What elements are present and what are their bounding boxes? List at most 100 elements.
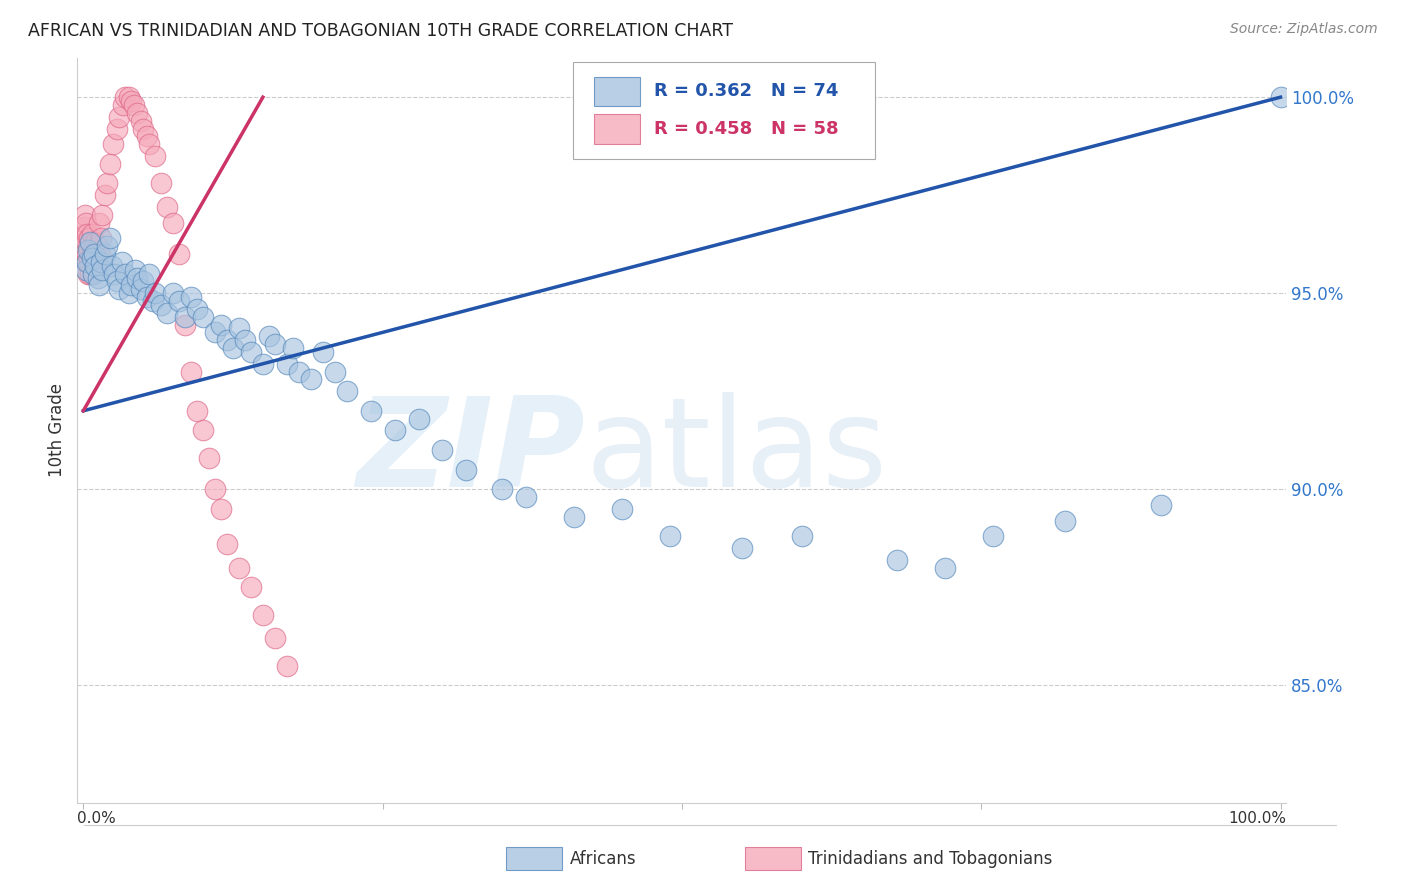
Point — [180, 290, 202, 304]
Point — [111, 255, 134, 269]
Point — [186, 301, 208, 316]
Point — [79, 255, 101, 269]
Point — [263, 337, 285, 351]
Point — [228, 321, 250, 335]
Point — [312, 345, 335, 359]
Point — [323, 365, 346, 379]
Point — [122, 98, 145, 112]
Point — [263, 631, 285, 645]
Point — [98, 157, 121, 171]
Point — [252, 607, 274, 622]
Point — [75, 235, 97, 250]
Point — [118, 90, 141, 104]
Point — [90, 231, 112, 245]
Point — [1053, 514, 1076, 528]
Bar — [593, 114, 640, 144]
Point — [174, 310, 197, 324]
Point — [132, 121, 155, 136]
Point — [215, 333, 238, 347]
Point — [98, 231, 121, 245]
Point — [83, 255, 105, 269]
Point — [127, 106, 149, 120]
Point — [276, 357, 298, 371]
Point — [79, 231, 101, 245]
Point — [233, 333, 256, 347]
Point — [101, 259, 124, 273]
Point — [239, 345, 262, 359]
Point — [79, 235, 101, 250]
FancyBboxPatch shape — [574, 62, 876, 159]
Point — [162, 216, 184, 230]
Point — [252, 357, 274, 371]
Point — [360, 404, 382, 418]
Point — [198, 450, 221, 465]
Point — [89, 247, 111, 261]
Point — [114, 90, 136, 104]
Point — [281, 341, 304, 355]
Point — [86, 239, 108, 253]
Point — [156, 306, 179, 320]
Text: R = 0.458   N = 58: R = 0.458 N = 58 — [654, 120, 839, 137]
Y-axis label: 10th Grade: 10th Grade — [48, 384, 66, 477]
Point — [114, 267, 136, 281]
Point — [162, 286, 184, 301]
Point — [204, 326, 226, 340]
Point — [91, 208, 114, 222]
Point — [135, 129, 157, 144]
Point — [118, 286, 141, 301]
Point — [96, 239, 118, 253]
Point — [456, 462, 478, 476]
Point — [76, 227, 98, 242]
Point — [76, 247, 98, 261]
Bar — [593, 77, 640, 106]
Point — [191, 310, 214, 324]
Point — [228, 560, 250, 574]
Point — [76, 255, 98, 269]
Point — [610, 501, 633, 516]
Point — [124, 262, 146, 277]
Point — [143, 286, 166, 301]
Point — [515, 490, 537, 504]
Point — [80, 247, 103, 261]
Point — [731, 541, 754, 555]
Point — [143, 149, 166, 163]
Point — [408, 411, 430, 425]
Point — [103, 137, 125, 152]
Point — [108, 282, 131, 296]
Point — [209, 501, 232, 516]
Point — [75, 216, 97, 230]
Point — [186, 404, 208, 418]
Point — [82, 267, 104, 281]
Text: Africans: Africans — [569, 849, 636, 868]
Point — [87, 278, 110, 293]
Point — [86, 270, 108, 285]
Point — [87, 216, 110, 230]
Point — [82, 267, 104, 281]
Point — [94, 247, 117, 261]
Point — [790, 529, 813, 543]
Point — [84, 259, 107, 273]
Point — [138, 267, 160, 281]
Point — [658, 529, 681, 543]
Point — [167, 247, 190, 261]
Point — [138, 137, 160, 152]
Point — [108, 110, 131, 124]
Point — [981, 529, 1004, 543]
Point — [94, 188, 117, 202]
Point — [384, 423, 406, 437]
Point — [191, 423, 214, 437]
Point — [120, 278, 142, 293]
Point — [127, 270, 149, 285]
Point — [105, 275, 128, 289]
Point — [934, 560, 956, 574]
Point — [132, 275, 155, 289]
Text: R = 0.362   N = 74: R = 0.362 N = 74 — [654, 82, 838, 101]
Point — [75, 262, 97, 277]
Point — [142, 293, 165, 308]
Text: ZIP: ZIP — [357, 392, 585, 513]
Point — [222, 341, 245, 355]
Point — [174, 318, 197, 332]
Point — [80, 251, 103, 265]
Point — [288, 365, 311, 379]
Point — [299, 372, 322, 386]
